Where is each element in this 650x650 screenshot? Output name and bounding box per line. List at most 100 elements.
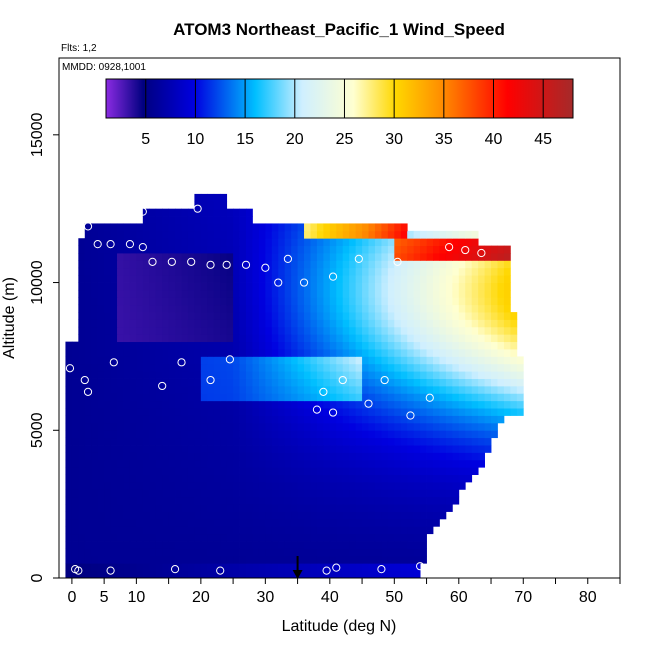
heatmap-cell [433,511,440,520]
heatmap-cell [355,223,363,232]
heatmap-cell [381,297,389,306]
heatmap-cell [117,430,124,439]
heatmap-cell [387,400,395,409]
heatmap-cell [297,533,305,542]
heatmap-cell [168,400,176,409]
heatmap-cell [368,349,376,357]
heatmap-cell [297,349,305,357]
heatmap-cell [84,437,92,446]
sample-point [241,260,251,269]
heatmap-cell [426,504,434,512]
heatmap-cell [510,378,518,387]
heatmap-cell [310,223,318,232]
heatmap-cell [304,253,311,261]
heatmap-cell [355,481,363,490]
heatmap-cell [213,282,221,291]
heatmap-cell [129,245,137,254]
heatmap-cell [362,526,369,535]
heatmap-cell [252,260,260,269]
heatmap-cell [233,385,240,394]
heatmap-cell [110,363,118,372]
heatmap-cell [168,533,176,542]
heatmap-cell [84,334,92,343]
heatmap-cell [484,334,492,343]
heatmap-cell [316,363,324,372]
heatmap-cell [342,459,350,468]
heatmap-cell [220,437,228,446]
heatmap-cell [284,496,292,505]
heatmap-cell [194,289,202,298]
heatmap-cell [265,481,273,490]
heatmap-cell [91,385,99,394]
heatmap-cell [123,223,131,232]
heatmap-cell [458,297,466,306]
heatmap-cell [117,267,124,276]
heatmap-cell [246,459,253,468]
heatmap-cell [252,445,260,453]
heatmap-cell [97,422,105,431]
heatmap-cell [349,511,357,520]
heatmap-cell [426,415,434,424]
heatmap-cell [349,474,357,483]
heatmap-cell [413,496,421,505]
heatmap-cell [516,363,524,372]
heatmap-cell [181,467,189,475]
heatmap-cell [78,326,86,335]
heatmap-cell [387,518,395,527]
heatmap-cell [445,474,453,483]
heatmap-cell [374,541,382,549]
heatmap-cell [142,555,150,564]
heatmap-cell [110,445,118,453]
heatmap-cell [342,496,350,505]
heatmap-cell [71,555,79,564]
heatmap-cell [168,474,176,483]
heatmap-cell [284,341,292,350]
heatmap-cell [336,533,344,542]
heatmap-cell [478,378,485,387]
heatmap-cell [304,245,311,254]
heatmap-cell [420,371,427,379]
heatmap-cell [117,518,124,527]
heatmap-cell [458,400,466,409]
heatmap-cell [252,349,260,357]
heatmap-cell [329,445,337,453]
heatmap-cell [246,563,253,572]
heatmap-cell [381,430,389,439]
heatmap-cell [374,481,382,490]
heatmap-cell [355,504,363,512]
heatmap-cell [220,408,228,416]
heatmap-cell [181,393,189,402]
heatmap-cell [265,238,273,247]
heatmap-cell [349,430,357,439]
heatmap-cell [200,253,208,261]
heatmap-cell [110,452,118,461]
heatmap-cell [123,422,131,431]
heatmap-cell [323,245,331,254]
heatmap-cell [239,570,247,578]
heatmap-cell [78,356,86,365]
heatmap-cell [71,445,79,453]
heatmap-cell [78,526,86,535]
heatmap-cell [297,408,305,416]
heatmap-cell [426,489,434,498]
heatmap-cell [381,371,389,379]
heatmap-cell [420,489,427,498]
heatmap-cell [420,393,427,402]
heatmap-cell [207,334,215,343]
heatmap-cell [407,378,415,387]
heatmap-cell [117,570,124,578]
heatmap-cell [78,393,86,402]
heatmap-cell [465,304,473,313]
heatmap-cell [387,489,395,498]
colorbar-ticks: 5 10 15 20 25 30 35 40 45 [141,79,552,148]
heatmap-cell [342,526,350,535]
heatmap-cell [84,223,92,232]
heatmap-cell [336,230,344,239]
heatmap-cell [497,349,505,357]
heatmap-cell [433,245,440,254]
heatmap-cell [394,526,402,535]
heatmap-cell [452,496,460,505]
heatmap-cell [387,282,395,291]
heatmap-cell [381,267,389,276]
heatmap-cell [433,349,440,357]
